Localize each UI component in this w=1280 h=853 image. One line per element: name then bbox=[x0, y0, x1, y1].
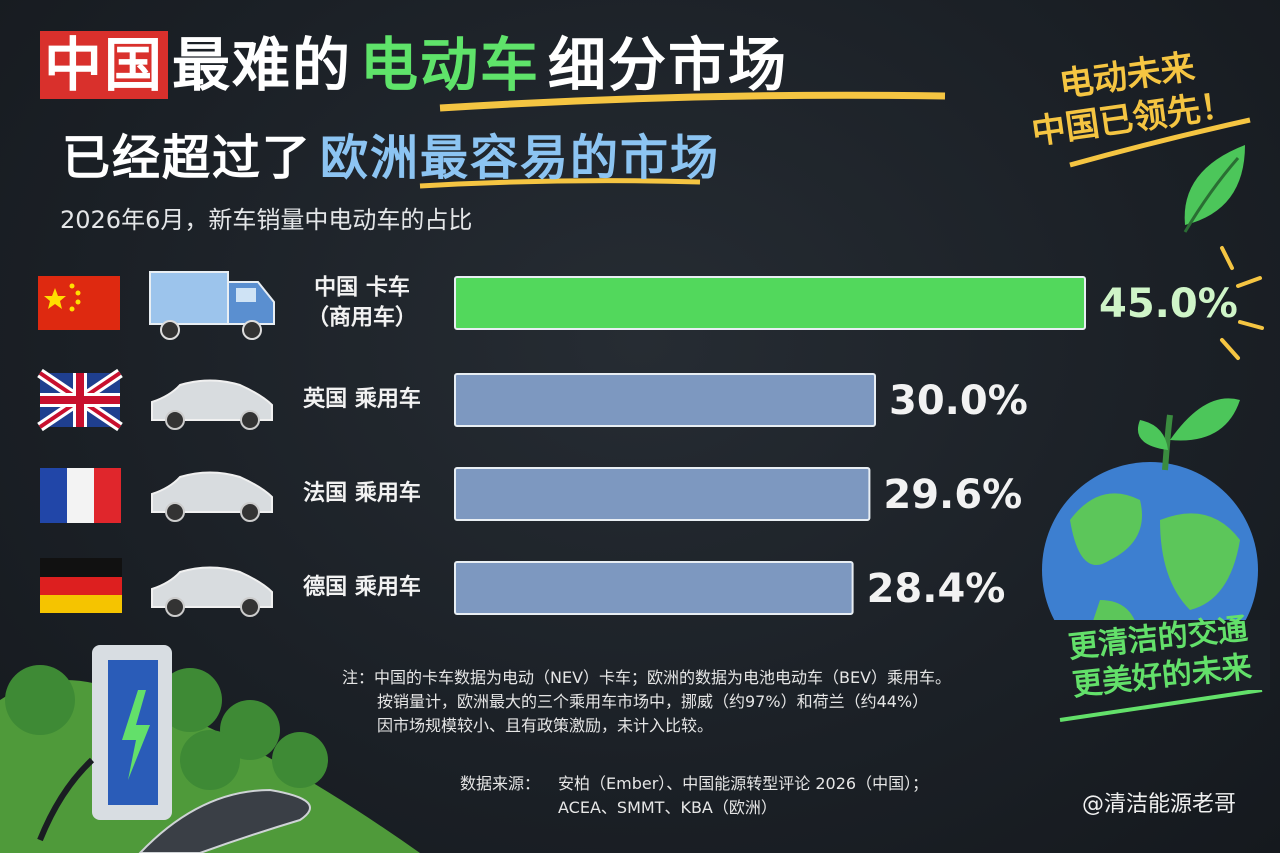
category-label: 德国 乘用车 bbox=[303, 575, 421, 601]
title-part: 已经超过了 bbox=[62, 130, 313, 186]
title-line-2: 已经超过了 欧洲最容易的市场 bbox=[58, 118, 724, 188]
title-part: 最难的 bbox=[172, 31, 353, 99]
flag-france bbox=[40, 468, 121, 523]
flag-germany bbox=[40, 558, 122, 613]
note-line: 按销量计，欧洲最大的三个乘用车市场中，挪威（约97%）和荷兰（约44%） bbox=[377, 692, 929, 711]
title-line-1: 中国 最难的 电动车 细分市场 bbox=[40, 18, 792, 102]
category-label: 英国 乘用车 bbox=[303, 387, 421, 413]
category-label: 法国 乘用车 bbox=[303, 481, 421, 507]
value-label: 30.0% bbox=[889, 378, 1028, 424]
source-label: 数据来源： bbox=[460, 774, 541, 793]
notes: 注：中国的卡车数据为电动（NEV）卡车；欧洲的数据为电池电动车（BEV）乘用车。… bbox=[342, 666, 951, 738]
value-label: 28.4% bbox=[867, 566, 1006, 612]
flag-uk bbox=[37, 368, 123, 432]
subtitle: 2026年6月，新车销量中电动车的占比 bbox=[60, 206, 473, 234]
title-part: 中国 bbox=[40, 31, 169, 99]
bar bbox=[454, 276, 1086, 330]
flag-china bbox=[38, 276, 120, 330]
handle: @清洁能源老哥 bbox=[1082, 792, 1237, 817]
note-line: 注：中国的卡车数据为电动（NEV）卡车；欧洲的数据为电池电动车（BEV）乘用车。 bbox=[342, 668, 952, 687]
truck-icon bbox=[149, 271, 275, 340]
title-part: 欧洲最容易的市场 bbox=[320, 130, 721, 186]
source: 数据来源： 安柏（Ember）、中国能源转型评论 2026（中国）； ACEA、… bbox=[460, 772, 928, 820]
value-label: 45.0% bbox=[1099, 281, 1238, 327]
bar bbox=[454, 373, 876, 427]
category-label: 中国 卡车 （商用车） bbox=[306, 275, 417, 330]
title-part: 细分市场 bbox=[548, 31, 789, 99]
value-label: 29.6% bbox=[883, 472, 1022, 518]
note-line: 因市场规模较小、且有政策激励，未计入比较。 bbox=[377, 716, 714, 735]
source-line: 安柏（Ember）、中国能源转型评论 2026（中国）； bbox=[558, 774, 929, 793]
bar bbox=[454, 467, 871, 521]
source-line: ACEA、SMMT、KBA（欧洲） bbox=[558, 798, 777, 817]
bar bbox=[454, 561, 854, 615]
title-part: 电动车 bbox=[360, 31, 541, 99]
